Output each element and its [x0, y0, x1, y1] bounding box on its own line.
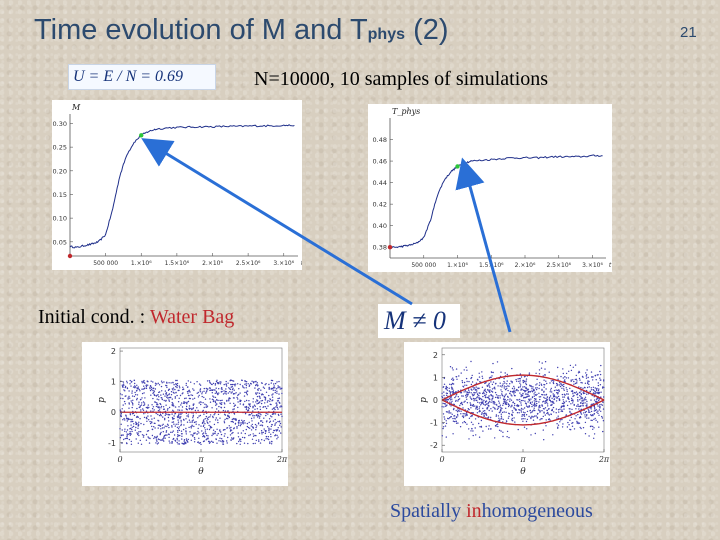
slide-title: Time evolution of M and Tphys (2)	[34, 14, 449, 47]
y-tick-label: 0.05	[53, 238, 67, 246]
x-tick-label: 3.×10⁶	[582, 262, 603, 269]
title-tail: (2)	[413, 14, 449, 46]
y-axis-label: p	[419, 397, 429, 403]
x-tick-label: t	[609, 262, 612, 269]
green-marker	[455, 164, 460, 169]
y-axis-label: M	[71, 103, 81, 112]
green-marker	[139, 133, 144, 138]
title-subscript: phys	[367, 26, 405, 43]
x-tick-label: 2.5×10⁶	[546, 262, 571, 269]
spatial-red-part: in	[466, 500, 482, 522]
separatrix-upper	[441, 374, 605, 401]
y-tick-label: 0.10	[53, 215, 67, 223]
y-tick-label: 2	[433, 351, 438, 360]
y-tick-label: 0.44	[373, 179, 387, 187]
initcond-prefix: Initial cond. :	[38, 306, 150, 328]
x-tick-label: 2π	[598, 455, 610, 464]
m-plot-panel: 0.05 0.10 0.15 0.20 0.25 0.30 500 000 1.×10⁶ 1.5…	[52, 100, 302, 270]
spatial-prefix: Spatially	[390, 500, 467, 522]
red-marker	[67, 253, 73, 259]
y-axis-label: T_phys	[392, 107, 420, 116]
tphys-plot-panel: 0.38 0.40 0.42 0.44 0.46 0.48 500 000 1.×10⁶ 1.5…	[368, 104, 612, 272]
scatter-points	[119, 379, 283, 446]
x-tick-label: 500 000	[411, 262, 436, 269]
red-marker	[387, 245, 393, 250]
y-tick-label: 0.30	[53, 120, 67, 128]
scatter-points	[441, 360, 605, 441]
x-tick-label: 1.5×10⁶	[479, 262, 504, 269]
x-axis-label: θ	[520, 467, 526, 477]
x-tick-label: π	[519, 455, 526, 464]
y-tick-label: 0	[111, 408, 116, 417]
series-line	[389, 154, 603, 249]
energy-formula: U = E / N = 0.69	[68, 64, 216, 90]
x-tick-label: 1.×10⁶	[447, 262, 468, 269]
m-not-zero-box: M ≠ 0	[378, 304, 460, 338]
y-tick-label: 0.42	[373, 201, 387, 209]
waterbag-phase-panel: -1 0 1 2 0 π 2π θ p	[82, 342, 288, 486]
x-tick-label: 500 000	[93, 260, 118, 267]
x-tick-label: 2.5×10⁶	[236, 260, 261, 267]
tphys-time-plot: 0.38 0.40 0.42 0.44 0.46 0.48 500 000 1.×10⁶ 1.5…	[373, 107, 612, 269]
x-tick-label: π	[197, 455, 204, 464]
x-tick-label: 2π	[276, 455, 288, 464]
x-tick-label: 0	[117, 455, 122, 464]
x-tick-label: t	[301, 260, 302, 267]
y-tick-label: 0.25	[53, 144, 67, 152]
y-tick-label: 0.38	[373, 244, 387, 252]
y-tick-label: -1	[430, 419, 438, 428]
x-tick-label: 2.×10⁶	[202, 260, 223, 267]
y-tick-label: 0.48	[373, 136, 387, 144]
y-tick-label: -2	[430, 441, 438, 450]
inhomogeneous-phase-plot: -2 -1 0 1 2 0 π 2π θ p	[419, 347, 610, 477]
y-tick-label: 0.40	[373, 222, 387, 230]
spatial-tail: homogeneous	[481, 500, 593, 522]
title-main: Time evolution of M and T	[34, 14, 368, 46]
x-axis-label: θ	[198, 467, 204, 477]
x-tick-label: 2.×10⁶	[515, 262, 536, 269]
separatrix-lower	[441, 399, 605, 426]
y-tick-label: 0.20	[53, 167, 67, 175]
x-tick-label: 1.×10⁶	[131, 260, 152, 267]
inhomogeneous-phase-panel: -2 -1 0 1 2 0 π 2π θ p	[404, 342, 610, 486]
y-tick-label: 1	[433, 373, 438, 382]
y-axis-label: p	[97, 397, 107, 403]
y-tick-label: 0.46	[373, 158, 387, 166]
x-tick-label: 0	[439, 455, 444, 464]
y-tick-label: -1	[108, 439, 116, 448]
initcond-value: Water Bag	[149, 306, 235, 328]
m-time-plot: 0.05 0.10 0.15 0.20 0.25 0.30 500 000 1.×10⁶ 1.5…	[53, 103, 302, 267]
y-tick-label: 1	[111, 378, 116, 387]
series-line	[69, 124, 295, 249]
x-tick-label: 1.5×10⁶	[165, 260, 190, 267]
spatially-inhomogeneous-caption: Spatially inhomogeneous	[390, 500, 593, 523]
y-tick-label: 0	[433, 396, 438, 405]
samples-caption: N=10000, 10 samples of simulations	[254, 68, 549, 90]
y-tick-label: 2	[111, 347, 116, 356]
y-tick-label: 0.15	[53, 191, 67, 199]
initial-condition-label: Initial cond. : Water Bag	[38, 306, 234, 329]
x-tick-label: 3.×10⁶	[273, 260, 294, 267]
page-number: 21	[680, 24, 697, 41]
